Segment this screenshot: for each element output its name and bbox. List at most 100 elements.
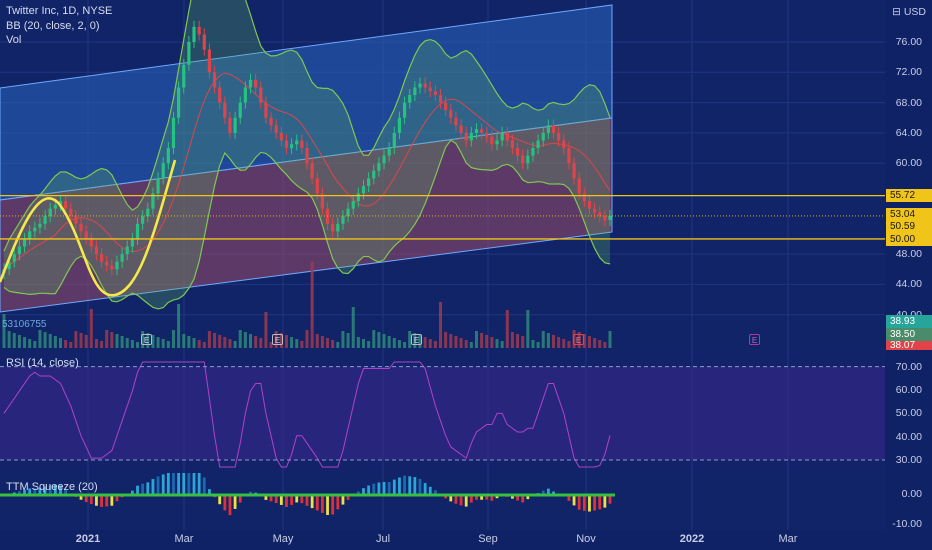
candle [551,125,556,133]
volume-bar [516,334,520,348]
squeeze-bar [336,495,340,510]
squeeze-bar [187,473,191,495]
squeeze-bar [79,495,83,500]
volume-bar [156,337,160,348]
rsi-tick: 30.00 [895,454,922,466]
symbol-legend[interactable]: Twitter Inc, 1D, NYSE [6,4,112,18]
volume-bar [300,341,304,348]
volume-bar [397,340,401,348]
candle [33,227,37,232]
earnings-marker[interactable]: E [573,334,584,345]
candle [310,163,314,179]
candle [408,95,412,103]
squeeze-bar [274,495,278,504]
squeeze-bar [541,490,545,495]
squeeze-bar [136,485,139,495]
bb-legend[interactable]: BB (20, close, 2, 0) [6,20,100,32]
volume-bar [243,332,247,348]
currency-selector[interactable]: ⊟ USD [892,6,926,18]
squeeze-bar [172,473,175,495]
earnings-marker[interactable]: E [272,334,283,345]
candle [223,102,227,118]
volume-bar [28,339,32,348]
candle [346,208,350,217]
squeeze-bar [310,495,314,509]
volume-bar [587,336,591,348]
volume-bar [505,310,509,348]
squeeze-bar [115,495,119,502]
volume-bar [17,335,21,348]
time-tick: Jul [375,533,391,545]
candle [177,87,181,118]
price-tick: 76.00 [895,36,922,48]
earnings-marker[interactable]: E [749,334,760,345]
squeeze-bar [110,495,114,506]
squeeze-bar [233,495,237,509]
volume-bar [58,338,62,348]
bb-lower [3,139,611,310]
volume-bar [480,333,484,348]
candle [510,140,515,149]
candle [161,163,165,179]
squeeze-bar [608,495,612,504]
volume-bar [541,331,545,348]
time-tick: 2021 [75,533,101,545]
volume-bar [136,342,140,348]
volume-bar [228,339,232,348]
squeeze-bar [315,495,319,511]
candle [28,231,32,239]
volume-bar [423,337,427,348]
volume-bar [166,341,170,348]
ttm-legend[interactable]: TTM Squeeze (20) [6,481,98,493]
candle [17,246,22,255]
candle [474,129,479,133]
volume-bar [490,337,494,348]
candle [248,79,253,88]
squeeze-bar [480,495,484,500]
time-bg [0,530,885,550]
volume-bar [218,335,222,348]
volume-bar [182,334,186,348]
squeeze-bar [454,495,458,504]
volume-bar [264,312,268,348]
earnings-marker[interactable]: E [141,334,152,345]
volume-bar [444,332,448,348]
rsi-legend[interactable]: RSI (14, close) [6,357,79,369]
time-tick: May [272,533,294,545]
earnings-marker[interactable]: E [411,334,422,345]
squeeze-bar [367,485,371,495]
squeeze-bar [362,488,365,495]
volume-bar [336,342,340,348]
squeeze-bar [331,495,335,515]
squeeze-bar [572,495,576,506]
volume-bar [510,332,514,348]
squeeze-bar [59,485,62,495]
candle [428,87,432,92]
volume-bar [305,330,309,348]
vol-legend[interactable]: Vol [6,34,22,46]
currency-label: USD [903,6,926,18]
volume-bar [269,342,273,348]
squeeze-bar [305,495,309,506]
candle [449,110,453,118]
squeeze-bar [53,484,57,495]
rsi-tick: 50.00 [895,407,922,420]
candle [582,193,586,202]
volume-bar [521,336,525,348]
volume-bar [392,338,396,348]
squeeze-bar [166,473,170,495]
candle [233,117,237,133]
candle [464,132,468,141]
squeeze-bar [346,495,350,500]
volume-bar [562,339,566,348]
volume-bar [413,333,417,348]
squeeze-bar [433,490,437,495]
volume-bar [367,341,371,348]
volume-bar [572,330,576,348]
candle [125,246,129,255]
axis-bg [885,0,932,550]
candle [438,95,443,103]
volume-bar [48,334,52,348]
